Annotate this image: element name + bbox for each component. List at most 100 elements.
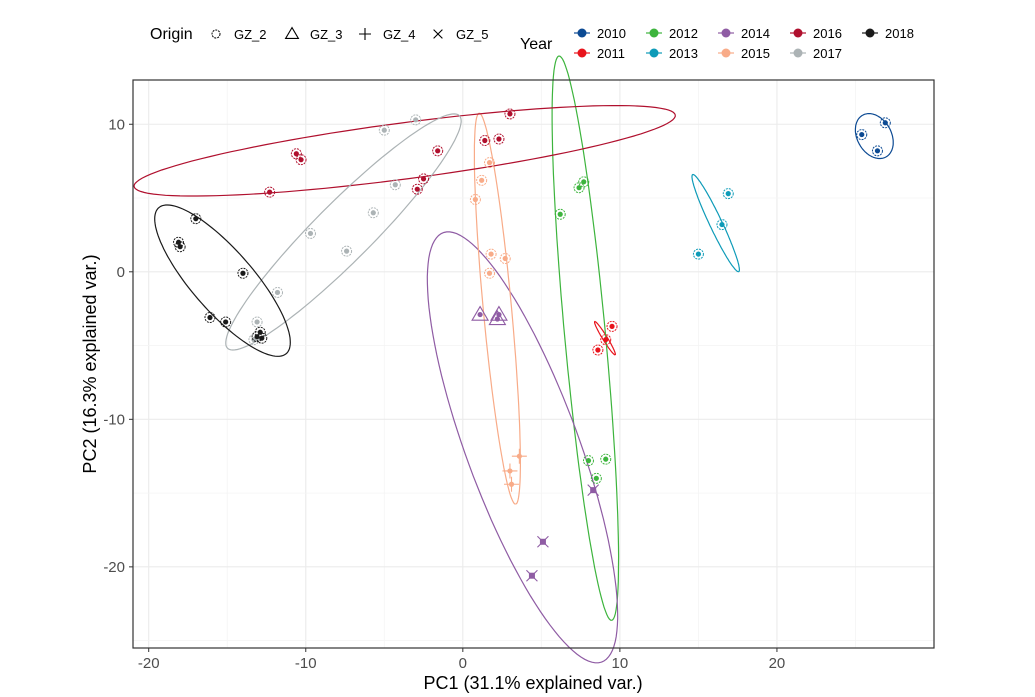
data-point [879,117,891,129]
circle-marker [600,334,612,346]
point-center [240,270,246,276]
point-center [507,111,513,117]
point-center [479,177,485,183]
triangle-marker [284,26,300,40]
data-point [432,145,444,157]
point-center [254,334,260,340]
y-tick-label: -10 [103,411,125,428]
legend-year-2015: 2015 [718,46,770,61]
point-center [528,572,535,579]
legend-key-dot [793,28,803,38]
panel-background [133,80,934,648]
point-center [603,456,609,462]
x-tick-label: 0 [459,655,467,672]
legend-year-label: 2014 [741,26,770,41]
triangle-marker [488,309,507,326]
legend-year-2011: 2011 [574,46,625,61]
data-points [173,108,891,582]
point-center [477,311,483,318]
circle-marker [432,145,444,157]
legend-shape-label: GZ_5 [456,27,489,42]
point-center [486,160,493,166]
circle-marker [716,219,728,231]
point-center [307,230,314,237]
data-point [204,312,216,324]
point-center [516,453,522,459]
legend-year-2013: 2013 [646,46,698,61]
legend-key-dot [721,28,731,38]
y-tick-label: 0 [117,264,125,281]
circle-marker [476,174,488,186]
point-center [420,176,427,182]
legend-shape-entries: GZ_2 GZ_3 GZ_4 GZ_5 [211,26,489,42]
point-center [274,289,281,296]
data-point [174,241,186,253]
legend-key-dot [793,48,803,58]
point-center [590,487,597,494]
circle-marker [582,455,594,467]
circle-marker [211,29,221,39]
point-center [725,191,731,197]
circle-marker [264,186,276,198]
data-point [493,133,505,145]
point-center [486,270,493,276]
legend-shape-GZ_4: GZ_4 [359,27,416,42]
data-point [511,448,527,464]
legend-key-dot [865,28,875,38]
data-point [716,219,728,231]
circle-marker [389,179,401,191]
point-center [482,137,488,144]
point-center [576,185,582,191]
circle-marker [410,114,422,126]
point-center [859,131,865,138]
circle-marker [237,267,249,279]
ellipse-2018 [154,204,291,357]
legend-shape-GZ_2: GZ_2 [211,27,267,42]
series-2012 [554,176,612,484]
point-center [392,182,398,188]
legend-year-label: 2010 [597,26,626,41]
point-center [539,538,546,545]
data-point [573,182,585,194]
circle-marker [220,316,232,328]
legend-year-2012: 2012 [646,26,698,41]
circle-marker [251,316,263,328]
plot-panel [132,55,935,664]
data-point [504,476,520,492]
circle-marker [484,157,496,169]
y-tick-label: -20 [103,559,125,576]
confidence-ellipses [133,55,894,664]
data-point [504,108,516,120]
point-center [254,319,260,325]
point-center [414,186,420,192]
circle-marker [879,117,891,129]
legend-year-label: 2017 [813,46,842,61]
point-center [494,316,500,322]
data-point [220,316,232,328]
legend-shape-GZ_3: GZ_3 [284,26,343,42]
circle-marker [190,213,202,225]
circle-marker [493,133,505,145]
point-center [695,251,702,257]
circle-marker [411,183,423,195]
data-point [295,154,307,166]
circle-marker [378,124,390,136]
panel-border [132,79,935,649]
ellipse-2010 [854,112,894,160]
point-center [293,151,299,157]
data-point [590,472,602,484]
circle-marker [871,145,883,157]
circle-marker [600,453,612,465]
circle-marker [479,134,491,146]
triangle-marker [471,305,490,321]
data-point [587,484,600,497]
data-point [502,463,518,479]
series-2014 [471,305,600,582]
circle-marker [271,286,283,298]
data-point [237,267,249,279]
legend-year-2018: 2018 [862,26,914,41]
data-point [526,569,538,582]
point-center [557,211,563,217]
point-center [370,210,376,216]
circle-marker [485,248,497,260]
